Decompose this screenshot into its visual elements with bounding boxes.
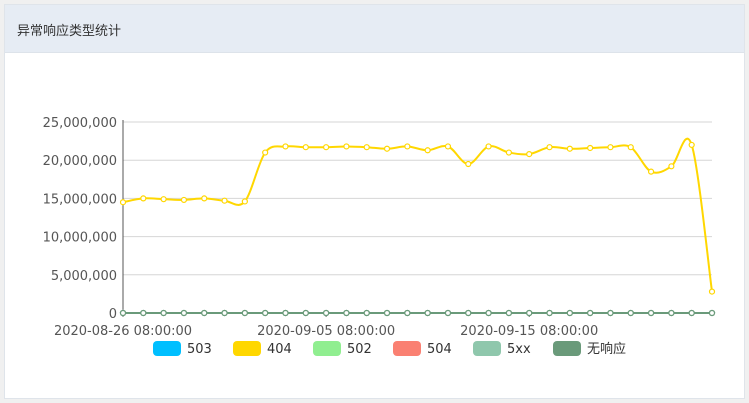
data-point-无响应 <box>465 309 472 317</box>
data-point-无响应 <box>404 309 411 317</box>
data-point-404 <box>587 144 594 152</box>
data-point-无响应 <box>647 309 655 317</box>
panel-title: 异常响应类型统计 <box>17 24 122 39</box>
data-point-404 <box>201 195 208 202</box>
data-point-无响应 <box>140 309 147 317</box>
data-point-无响应 <box>363 309 370 317</box>
data-point-404 <box>323 144 330 151</box>
legend-label: 404 <box>267 342 292 357</box>
data-point-无响应 <box>180 309 188 317</box>
data-point-404 <box>383 145 391 152</box>
data-point-无响应 <box>119 309 127 317</box>
data-point-404 <box>221 197 228 204</box>
x-tick-label: 2020-09-15 08:00:00 <box>460 324 598 339</box>
data-point-404 <box>262 149 269 156</box>
data-point-404 <box>343 143 350 150</box>
data-point-无响应 <box>241 309 248 317</box>
data-point-无响应 <box>262 309 269 317</box>
y-tick-label: 0 <box>109 307 117 322</box>
data-point-404 <box>363 144 370 151</box>
data-point-404 <box>119 199 127 206</box>
data-point-404 <box>404 143 411 150</box>
data-point-404 <box>282 143 289 150</box>
legend-swatch-无响应 <box>553 341 581 356</box>
x-tick-label: 2020-09-05 08:00:00 <box>257 324 395 339</box>
data-point-无响应 <box>201 309 208 317</box>
legend-swatch-503 <box>153 341 181 356</box>
data-point-无响应 <box>444 309 452 317</box>
legend-label: 503 <box>187 342 212 357</box>
data-point-404 <box>566 145 573 152</box>
data-point-无响应 <box>607 309 614 317</box>
legend-swatch-5xx <box>473 341 501 356</box>
series-line-404 <box>122 137 713 292</box>
x-tick-label: 2020-08-26 08:00:00 <box>54 324 192 339</box>
legend-label: 无响应 <box>587 341 626 357</box>
y-tick-label: 20,000,000 <box>43 154 117 169</box>
legend-label: 504 <box>427 342 452 357</box>
y-tick-label: 15,000,000 <box>43 192 117 207</box>
chart-panel: 异常响应类型统计 0 5,000,000 10,000,000 15,000,000 2… <box>4 4 745 399</box>
data-point-404 <box>465 160 472 168</box>
data-point-404 <box>444 143 452 150</box>
data-point-无响应 <box>505 309 512 317</box>
data-point-404 <box>668 163 675 170</box>
y-tick-label: 5,000,000 <box>51 269 117 284</box>
data-point-404 <box>607 144 614 151</box>
legend-label: 5xx <box>507 342 531 357</box>
data-point-无响应 <box>627 309 634 317</box>
data-point-无响应 <box>546 309 553 317</box>
data-point-404 <box>302 144 309 151</box>
data-point-无响应 <box>708 309 716 317</box>
panel-header: 异常响应类型统计 <box>5 5 744 53</box>
data-point-无响应 <box>485 309 492 317</box>
data-point-404 <box>526 150 533 158</box>
data-point-无响应 <box>383 309 391 317</box>
data-point-无响应 <box>587 309 594 317</box>
data-point-无响应 <box>688 309 695 317</box>
legend-swatch-502 <box>313 341 341 356</box>
y-tick-label: 25,000,000 <box>43 116 117 131</box>
data-point-404 <box>140 195 147 202</box>
data-point-无响应 <box>343 309 350 317</box>
data-point-404 <box>424 147 431 154</box>
legend-label: 502 <box>347 342 372 357</box>
data-point-404 <box>160 196 167 203</box>
data-point-无响应 <box>302 309 309 317</box>
data-point-无响应 <box>668 309 675 317</box>
data-point-404 <box>505 149 512 156</box>
data-point-404 <box>688 141 695 149</box>
y-tick-label: 10,000,000 <box>43 231 117 246</box>
data-point-无响应 <box>323 309 330 317</box>
data-point-无响应 <box>221 309 228 317</box>
line-chart: 0 5,000,000 10,000,000 15,000,000 20,000,000… <box>43 116 716 357</box>
data-point-无响应 <box>282 309 289 317</box>
data-point-404 <box>485 143 492 150</box>
data-point-404 <box>241 198 248 205</box>
data-point-无响应 <box>566 309 573 317</box>
data-point-404 <box>647 168 655 175</box>
data-point-404 <box>546 144 553 151</box>
data-point-404 <box>708 288 716 295</box>
data-point-无响应 <box>526 309 533 317</box>
data-point-无响应 <box>424 309 431 317</box>
legend-swatch-404 <box>233 341 261 356</box>
data-point-404 <box>627 144 634 151</box>
data-point-404 <box>180 196 188 204</box>
legend-swatch-504 <box>393 341 421 356</box>
data-point-无响应 <box>160 309 167 317</box>
